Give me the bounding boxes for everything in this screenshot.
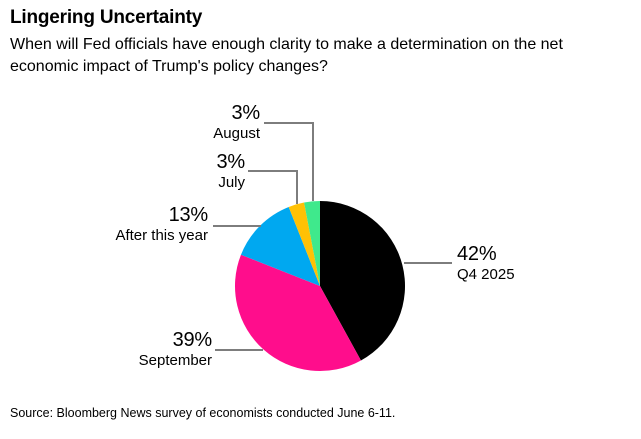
leader-line-july xyxy=(248,170,298,204)
callout-july-label: July xyxy=(218,174,245,191)
callout-july: 3% July xyxy=(216,152,245,192)
chart-subtitle: When will Fed officials have enough clar… xyxy=(10,34,563,78)
pie-slices-group xyxy=(234,201,406,372)
callout-august: 3% August xyxy=(213,103,260,143)
callout-q4-2025: 42% Q4 2025 xyxy=(457,244,515,284)
pie-slice-august xyxy=(304,201,320,286)
chart-subtitle-line-1: When will Fed officials have enough clar… xyxy=(10,36,563,53)
callout-after-this-year: 13% After this year xyxy=(115,205,208,245)
callout-after-this-year-label: After this year xyxy=(115,227,208,244)
callout-after-this-year-percent: 13% xyxy=(168,204,209,226)
chart-subtitle-line-2: economic impact of Trump's policy change… xyxy=(10,58,328,75)
pie-slice-september xyxy=(234,254,361,372)
callout-september-label: September xyxy=(138,352,212,369)
callout-q4-2025-label: Q4 2025 xyxy=(457,266,515,283)
pie-chart-svg xyxy=(213,122,452,372)
callout-august-label: August xyxy=(213,125,260,142)
pie-slice-july xyxy=(288,202,320,286)
chart-title: Lingering Uncertainty xyxy=(10,7,203,28)
callout-july-percent: 3% xyxy=(216,151,245,173)
source-note: Source: Bloomberg News survey of economi… xyxy=(10,406,396,420)
leader-line-august xyxy=(264,122,314,201)
callout-august-percent: 3% xyxy=(231,102,260,124)
pie-slice-q4-2025 xyxy=(320,201,406,361)
callout-september: 39% September xyxy=(138,329,213,370)
callout-september-percent: 39% xyxy=(172,329,213,351)
callout-q4-2025-percent: 42% xyxy=(457,243,497,265)
